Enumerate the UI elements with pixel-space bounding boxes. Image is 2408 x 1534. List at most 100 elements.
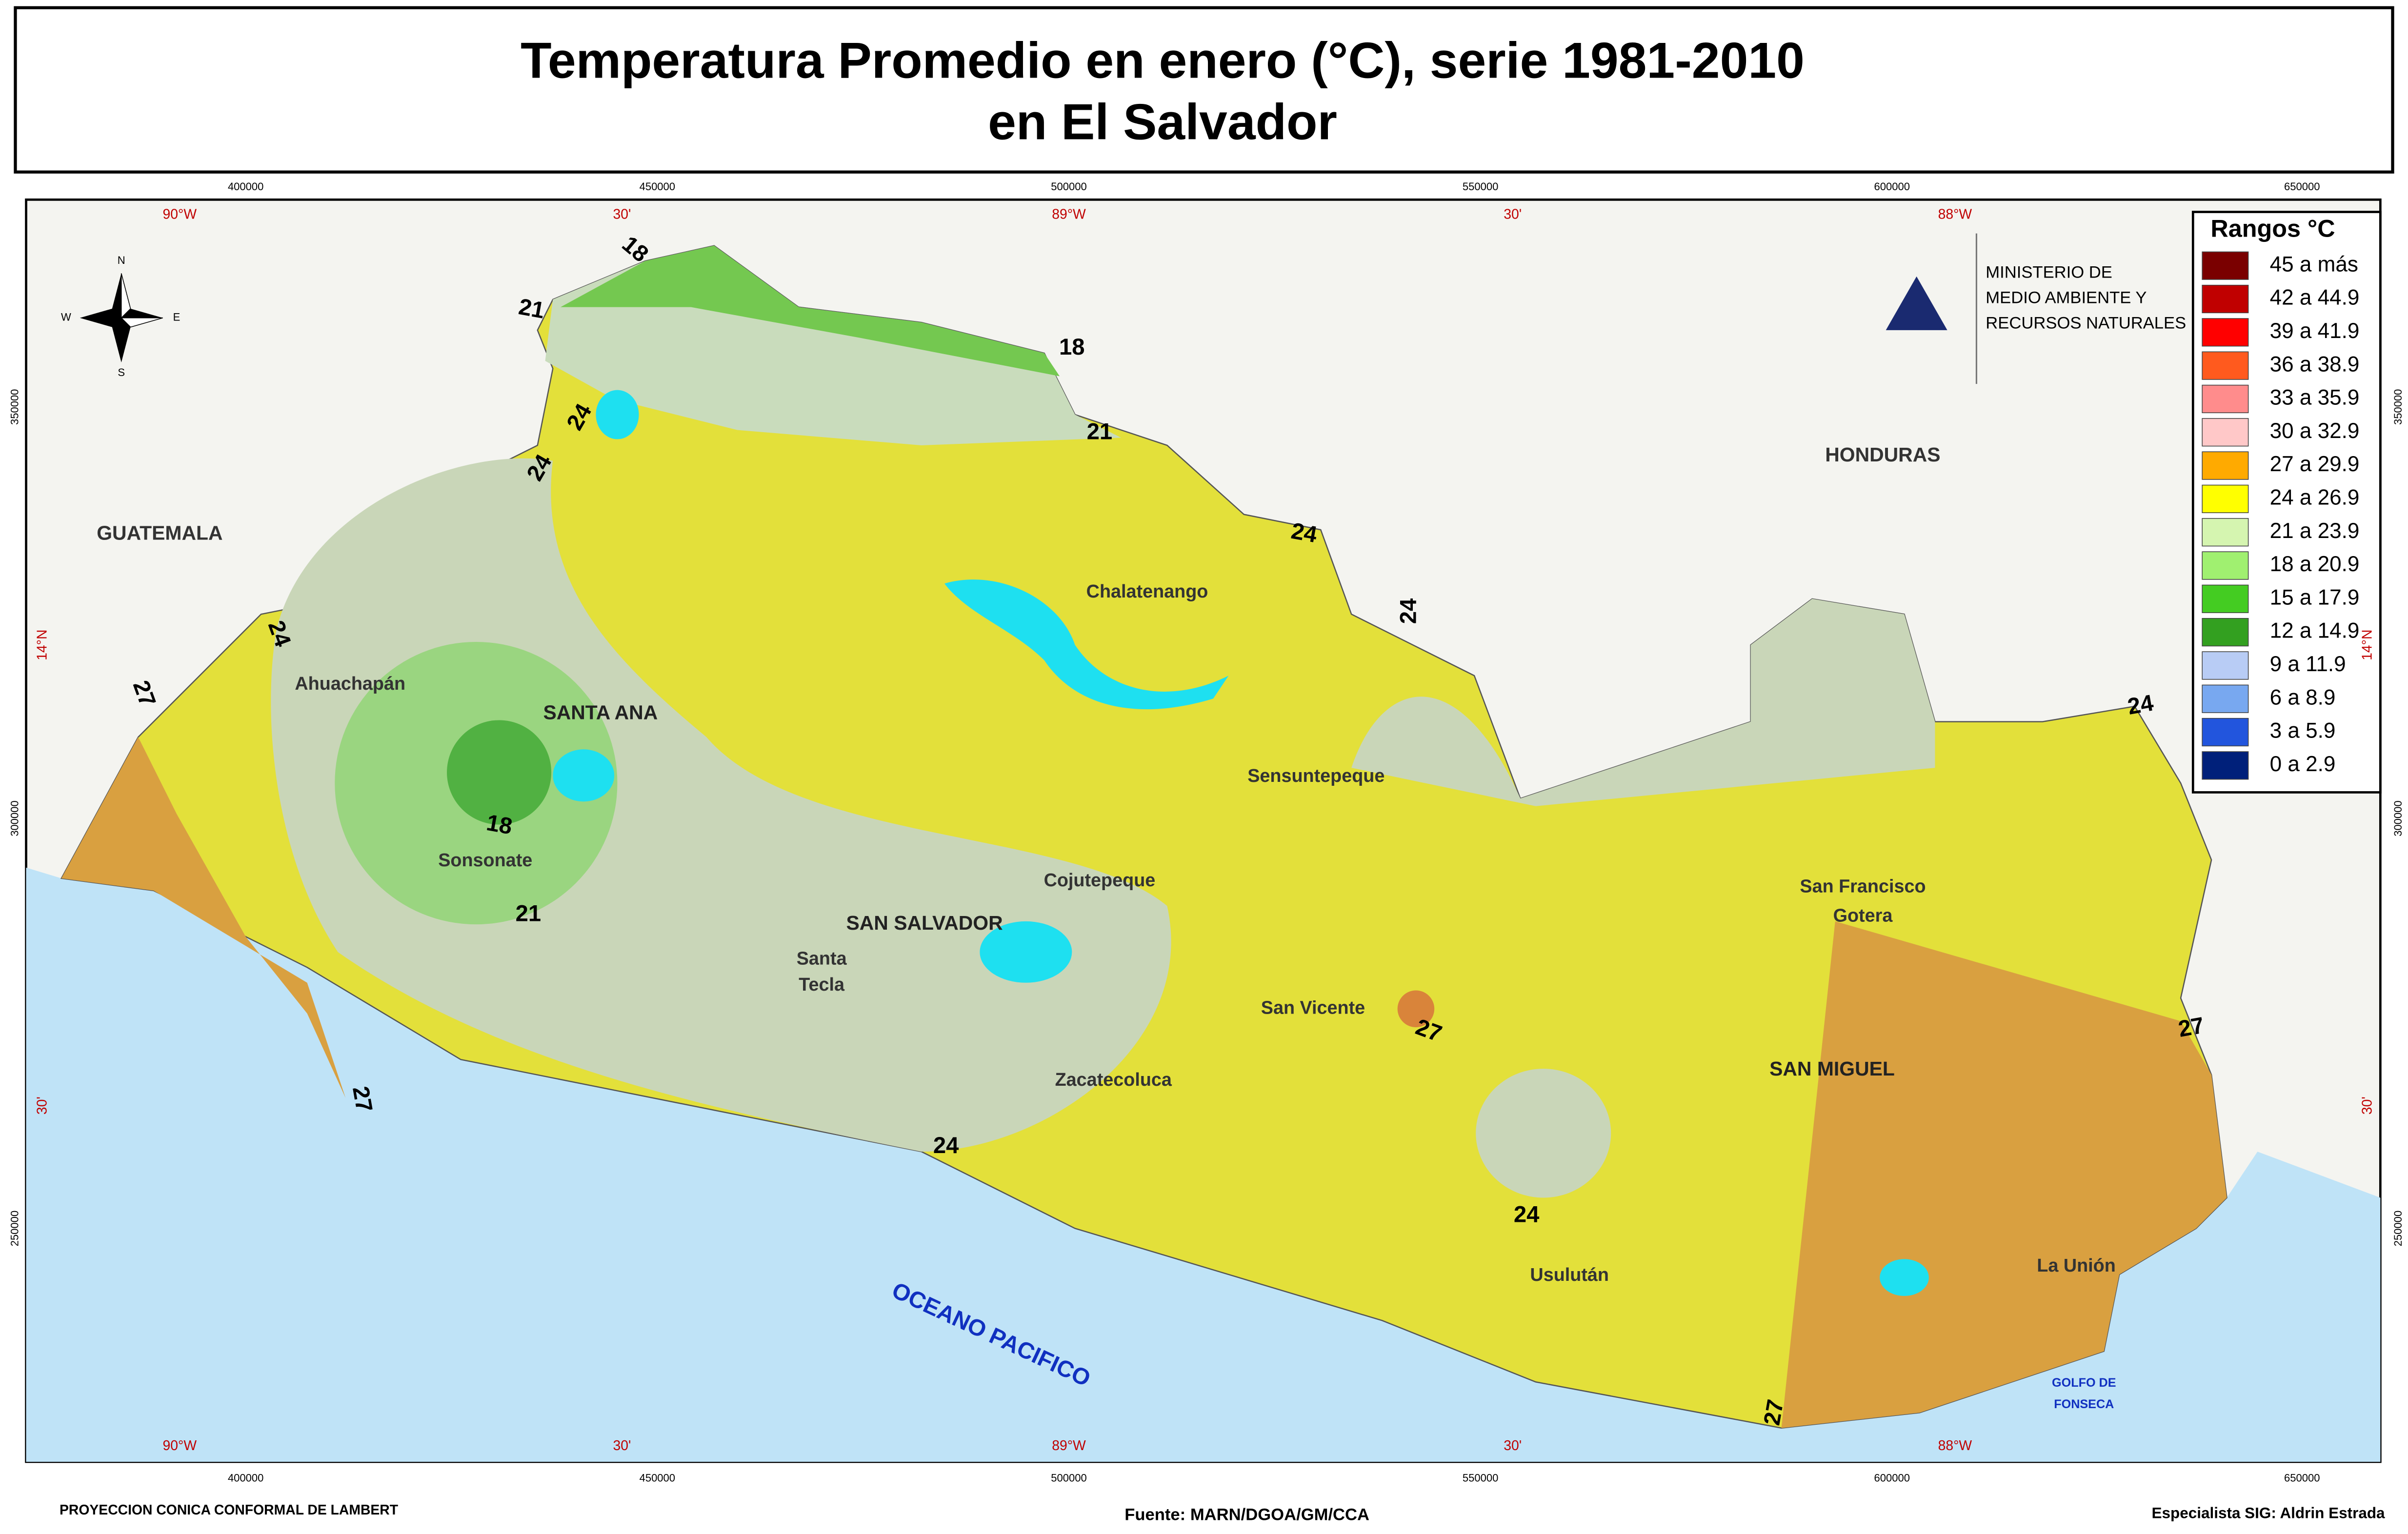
isotherm-label: 21 <box>517 294 546 323</box>
legend-swatch <box>2202 351 2249 380</box>
lakes <box>553 390 1929 1296</box>
ministry-name: MINISTERIO DE <box>1986 263 2112 282</box>
compass-letter: W <box>61 311 71 323</box>
legend-label: 6 a 8.9 <box>2270 685 2336 709</box>
title-box <box>14 6 2394 174</box>
legend-label: 45 a más <box>2270 252 2358 276</box>
place-label: Sonsonate <box>438 850 532 871</box>
ministry-name: MEDIO AMBIENTE Y <box>1986 289 2147 307</box>
legend-swatch <box>2202 318 2249 347</box>
zone-27-west <box>61 737 346 1098</box>
longitude-label: 88°W <box>1938 1438 1972 1454</box>
compass-letter: N <box>118 254 125 266</box>
isotherm-label: 21 <box>516 901 542 927</box>
easting-label: 600000 <box>1874 180 1910 193</box>
isotherm-label: 27 <box>347 1084 377 1114</box>
legend-label: 3 a 5.9 <box>2270 719 2336 743</box>
place-label: Santa <box>797 949 847 969</box>
northing-label: 250000 <box>2392 1211 2404 1246</box>
zone-27-east <box>1781 921 2227 1428</box>
place-label: SANTA ANA <box>543 701 658 724</box>
isotherm-label: 21 <box>1087 418 1113 444</box>
legend-title: Rangos °C <box>2210 215 2335 242</box>
legend-swatch <box>2202 451 2249 480</box>
legend-swatch <box>2202 518 2249 547</box>
longitude-label: 89°W <box>1052 206 1086 222</box>
zone-21-small <box>1476 1069 1611 1198</box>
easting-label: 500000 <box>1051 180 1086 193</box>
place-label: Tecla <box>799 975 845 995</box>
isotherm-label: 27 <box>2176 1013 2206 1042</box>
isotherm-label: 24 <box>1514 1202 1540 1228</box>
easting-label: 400000 <box>228 180 263 193</box>
longitude-label: 30' <box>613 206 631 222</box>
ministry-name: RECURSOS NATURALES <box>1986 314 2186 332</box>
isotherm-label: 24 <box>2126 690 2155 720</box>
zone-15-circle <box>447 720 552 825</box>
easting-label: 500000 <box>1051 1472 1086 1484</box>
place-label: La Unión <box>2037 1255 2116 1276</box>
longitude-label: 30' <box>1504 1438 1522 1454</box>
compass-letter: S <box>118 366 125 379</box>
legend-label: 0 a 2.9 <box>2270 752 2336 776</box>
longitude-label: 90°W <box>163 1438 197 1454</box>
isotherm-label: 27 <box>1759 1397 1788 1427</box>
easting-label: 550000 <box>1463 1472 1498 1484</box>
legend-label: 24 a 26.9 <box>2270 486 2360 510</box>
footer-text: PROYECCION CONICA CONFORMAL DE LAMBERT <box>60 1502 398 1518</box>
easting-label: 650000 <box>2284 1472 2320 1484</box>
easting-label: 400000 <box>228 1472 263 1484</box>
zone-18-north <box>561 245 1060 377</box>
place-label: SAN MIGUEL <box>1769 1057 1895 1080</box>
ocean <box>26 867 2381 1462</box>
legend-swatch <box>2202 584 2249 613</box>
northing-label: 300000 <box>8 800 20 836</box>
legend-label: 33 a 35.9 <box>2270 386 2360 410</box>
legend-label: 18 a 20.9 <box>2270 552 2360 576</box>
longitude-label: 30' <box>1504 206 1522 222</box>
latitude-label: 14°N <box>2360 630 2375 660</box>
footer-text: Fuente: MARN/DGOA/GM/CCA <box>1124 1505 1369 1524</box>
legend-swatch <box>2202 751 2249 780</box>
zone-21-central <box>271 458 1171 1152</box>
latitude-label: 14°N <box>35 630 50 660</box>
legend-swatch <box>2202 418 2249 447</box>
zone-27-small <box>1397 990 1435 1028</box>
footer-text: Especialista SIG: Aldrin Estrada <box>2152 1504 2386 1521</box>
place-label: GUATEMALA <box>97 521 222 544</box>
place-label: HONDURAS <box>1825 443 1940 466</box>
latitude-label: 30' <box>2360 1096 2375 1115</box>
legend-label: 9 a 11.9 <box>2270 652 2346 676</box>
legend-swatch <box>2202 651 2249 680</box>
place-label: San Francisco <box>1800 877 1926 897</box>
legend-swatch <box>2202 551 2249 580</box>
northing-label: 350000 <box>8 389 20 425</box>
isotherm-label: 18 <box>484 810 514 839</box>
easting-label: 450000 <box>640 180 675 193</box>
legend-swatch <box>2202 384 2249 414</box>
longitude-label: 90°W <box>163 206 197 222</box>
zone-21-east <box>1351 598 1935 806</box>
easting-label: 650000 <box>2284 180 2320 193</box>
legend-label: 30 a 32.9 <box>2270 419 2360 443</box>
isotherm-label: 24 <box>1289 518 1319 548</box>
compass-rose <box>80 273 163 363</box>
easting-label: 600000 <box>1874 1472 1910 1484</box>
legend-label: 27 a 29.9 <box>2270 452 2360 476</box>
gulf-label: GOLFO DE <box>2052 1376 2116 1390</box>
legend-label: 42 a 44.9 <box>2270 286 2360 310</box>
legend-label: 12 a 14.9 <box>2270 619 2360 643</box>
legend-swatch <box>2202 251 2249 280</box>
compass-letter: E <box>173 311 181 323</box>
legend-label: 36 a 38.9 <box>2270 352 2360 376</box>
isotherm-label: 24 <box>1395 598 1421 624</box>
legend-swatch <box>2202 717 2249 747</box>
isotherm-label: 18 <box>1059 334 1085 360</box>
legend-label: 21 a 23.9 <box>2270 519 2360 543</box>
place-label: Gotera <box>1833 905 1893 926</box>
longitude-label: 88°W <box>1938 206 1972 222</box>
legend-swatch <box>2202 284 2249 314</box>
place-label: Zacatecoluca <box>1055 1070 1172 1090</box>
